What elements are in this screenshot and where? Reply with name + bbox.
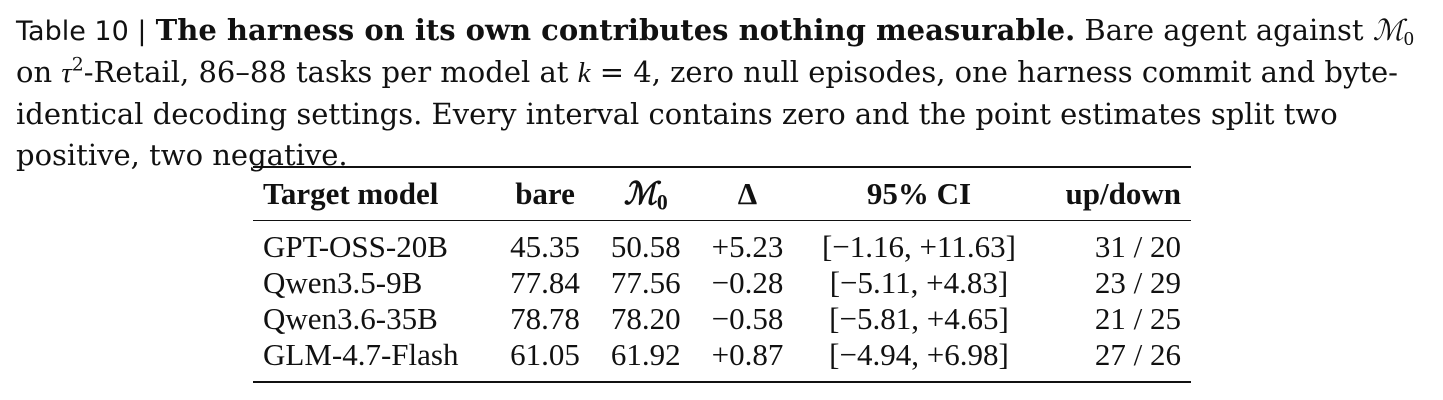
cell-bare: 45.35 xyxy=(510,229,580,264)
cell-m0: 77.56 xyxy=(610,265,681,300)
caption-text: Bare agent against xyxy=(1075,13,1373,47)
header-updown: up/down xyxy=(1065,176,1181,211)
caption-text: = 4, zero null episodes, one harness com… xyxy=(16,55,1398,172)
cell-delta: −0.58 xyxy=(711,301,784,336)
cell-ci: [−5.11, +4.83] xyxy=(829,265,1009,300)
cell-model: Qwen3.5-9B xyxy=(263,265,423,300)
table-caption: Table 10 | The harness on its own contri… xyxy=(16,10,1431,176)
results-table: Target model bare ℳ0 Δ 95% CI up/down GP… xyxy=(253,166,1191,383)
k-variable: k xyxy=(577,57,591,89)
cell-delta: −0.28 xyxy=(711,265,784,300)
m0-symbol: ℳ0 xyxy=(1372,15,1414,51)
table-row: Qwen3.6-35B 78.78 78.20 −0.58 [−5.81, +4… xyxy=(253,301,1191,337)
cell-m0: 61.92 xyxy=(610,337,681,372)
cell-updown: 23 / 29 xyxy=(1094,265,1181,300)
cell-delta: +0.87 xyxy=(711,337,784,372)
cell-ci: [−5.81, +4.65] xyxy=(829,301,1009,336)
table-row: Qwen3.5-9B 77.84 77.56 −0.28 [−5.11, +4.… xyxy=(253,265,1191,301)
caption-text: -Retail, 86–88 tasks per model at xyxy=(83,55,578,89)
cell-m0: 50.58 xyxy=(610,229,681,264)
cell-ci: [−4.94, +6.98] xyxy=(829,337,1009,372)
table-header-row: Target model bare ℳ0 Δ 95% CI up/down xyxy=(253,167,1191,221)
header-bare: bare xyxy=(515,176,575,211)
cell-m0: 78.20 xyxy=(610,301,681,336)
caption-label: Table 10 | xyxy=(16,16,147,47)
caption-text: on xyxy=(16,55,62,89)
table-row: GPT-OSS-20B 45.35 50.58 +5.23 [−1.16, +1… xyxy=(253,221,1191,266)
tau-symbol: τ xyxy=(61,57,72,89)
cell-updown: 21 / 25 xyxy=(1094,301,1181,336)
cell-model: GPT-OSS-20B xyxy=(263,229,448,264)
cell-bare: 77.84 xyxy=(510,265,580,300)
cell-delta: +5.23 xyxy=(711,229,784,264)
cell-updown: 27 / 26 xyxy=(1094,337,1181,372)
header-delta: Δ xyxy=(737,176,758,211)
cell-bare: 78.78 xyxy=(510,301,580,336)
cell-model: Qwen3.6-35B xyxy=(263,301,438,336)
caption-title: The harness on its own contributes nothi… xyxy=(155,13,1076,47)
header-ci: 95% CI xyxy=(866,176,972,211)
cell-ci: [−1.16, +11.63] xyxy=(821,229,1016,264)
cell-model: GLM-4.7-Flash xyxy=(263,337,459,372)
tau-superscript: 2 xyxy=(71,54,84,76)
header-target-model: Target model xyxy=(263,176,439,211)
table-row: GLM-4.7-Flash 61.05 61.92 +0.87 [−4.94, … xyxy=(253,337,1191,382)
header-m0: ℳ0 xyxy=(623,176,668,215)
cell-updown: 31 / 20 xyxy=(1094,229,1181,264)
cell-bare: 61.05 xyxy=(510,337,580,372)
